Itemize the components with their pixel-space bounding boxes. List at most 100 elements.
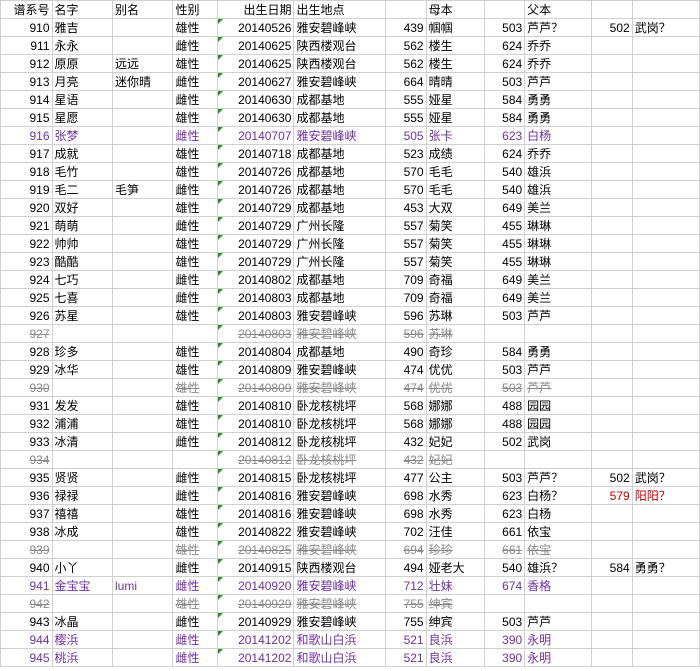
cell-fid2 [592,397,632,415]
cell-fname: 园园 [525,415,592,433]
cell-sex: 雄性 [173,361,218,379]
cell-fid: 390 [484,649,524,667]
cell-fname: 白杨？ [525,487,592,505]
cell-name: 星语 [52,91,112,109]
cell-fid2: 502 [592,19,632,37]
cell-mid: 557 [386,235,426,253]
cell-name: 酷酷 [52,253,112,271]
cell-name: 雅吉 [52,19,112,37]
h-fid2 [592,1,632,19]
table-row: 920双好雄性20140729成都基地453大双649美兰 [1,199,700,217]
cell-name: 张梦 [52,127,112,145]
cell-mid: 439 [386,19,426,37]
cell-fname: 雄浜 [525,163,592,181]
cell-alias [113,415,173,433]
table-row: 941金宝宝lumi雌性20140920雅安碧峰峡712壮妹674香格 [1,577,700,595]
cell-alias [113,217,173,235]
cell-mname: 菊笑 [426,235,484,253]
cell-alias [113,433,173,451]
cell-alias [113,253,173,271]
cell-sex: 雌性 [173,37,218,55]
cell-name: 珍多 [52,343,112,361]
cell-fid: 661 [484,541,524,559]
h-name: 名字 [52,1,112,19]
cell-sex: 雄性 [173,541,218,559]
cell-fid2 [592,361,632,379]
cell-fname: 武岗 [525,433,592,451]
panda-table: 谱系号 名字 别名 性别 出生日期 出生地点 母本 父本 910雅吉雄性2014… [0,0,700,667]
table-row: 911永永雌性20140625陕西楼观台562楼生624乔乔 [1,37,700,55]
cell-fid2 [592,217,632,235]
table-row: 944樱浜雌性20141202和歌山白浜521良浜390永明 [1,631,700,649]
cell-place: 成都基地 [294,199,386,217]
cell-id: 922 [1,235,53,253]
cell-sex: 雌性 [173,577,218,595]
cell-id: 944 [1,631,53,649]
cell-fid: 503 [484,19,524,37]
cell-fname: 勇勇 [525,109,592,127]
cell-name: 毛竹 [52,163,112,181]
cell-fid2: 502 [592,469,632,487]
cell-fname2 [632,91,699,109]
cell-sex: 雄性 [173,415,218,433]
cell-mid: 555 [386,109,426,127]
cell-fid2 [592,415,632,433]
cell-alias [113,91,173,109]
cell-fid: 584 [484,109,524,127]
cell-alias [113,289,173,307]
cell-mid: 568 [386,397,426,415]
cell-alias [113,19,173,37]
cell-id: 916 [1,127,53,145]
cell-sex: 雌性 [173,91,218,109]
cell-fid2 [592,127,632,145]
cell-sex: 雌性 [173,649,218,667]
cell-mid: 568 [386,415,426,433]
cell-alias [113,163,173,181]
cell-fid2 [592,343,632,361]
cell-date: 20140920 [218,577,294,595]
cell-place: 成都基地 [294,181,386,199]
cell-id: 945 [1,649,53,667]
cell-date: 20141202 [218,649,294,667]
cell-mid: 494 [386,559,426,577]
cell-id: 932 [1,415,53,433]
cell-date: 20140630 [218,91,294,109]
cell-date: 20140815 [218,469,294,487]
cell-fname2 [632,55,699,73]
cell-sex: 雄性 [173,523,218,541]
h-mname: 母本 [426,1,484,19]
cell-fid: 623 [484,127,524,145]
cell-mname: 苏琳 [426,325,484,343]
cell-name: 桃浜 [52,649,112,667]
cell-fname2 [632,235,699,253]
cell-mid: 474 [386,361,426,379]
cell-fname2 [632,271,699,289]
cell-date: 20140812 [218,451,294,469]
cell-date: 20140816 [218,505,294,523]
cell-place: 卧龙核桃坪 [294,433,386,451]
cell-place: 卧龙核桃坪 [294,469,386,487]
table-row: 928珍多雄性20140804成都基地490奇珍584勇勇 [1,343,700,361]
cell-fname [525,595,592,613]
table-row: 921萌萌雌性20140729广州长隆557菊笑455琳琳 [1,217,700,235]
h-fname: 父本 [525,1,592,19]
cell-name: 冰华 [52,361,112,379]
cell-mid: 474 [386,379,426,397]
cell-sex: 雌性 [173,127,218,145]
cell-sex: 雌性 [173,73,218,91]
cell-name [52,595,112,613]
cell-mname: 娅星 [426,109,484,127]
cell-alias [113,37,173,55]
cell-fid2 [592,325,632,343]
table-row: 919毛二毛笋雌性20140726成都基地570毛毛540雄浜 [1,181,700,199]
h-fid [484,1,524,19]
cell-fname2: 武岗？ [632,19,699,37]
cell-fname2 [632,37,699,55]
cell-fid2 [592,307,632,325]
cell-sex: 雌性 [173,487,218,505]
table-row: 916张梦雌性20140707雅安碧峰峡505张卡623白杨 [1,127,700,145]
header-row: 谱系号 名字 别名 性别 出生日期 出生地点 母本 父本 [1,1,700,19]
cell-fname: 芦芦 [525,379,592,397]
cell-name: 小丫 [52,559,112,577]
cell-fid2: 584 [592,559,632,577]
